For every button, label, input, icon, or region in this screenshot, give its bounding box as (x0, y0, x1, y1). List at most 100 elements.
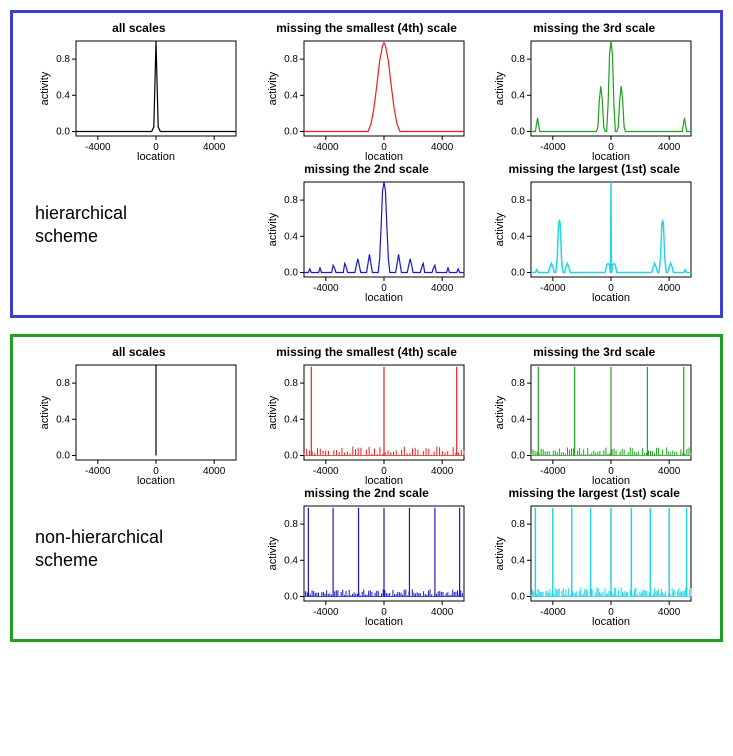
chart-cell: missing the 3rd scale0.00.40.8-400004000… (480, 21, 708, 162)
chart-plot: 0.00.40.8-400004000activitylocation (264, 37, 470, 162)
chart-title: missing the smallest (4th) scale (253, 345, 481, 359)
svg-text:0.0: 0.0 (284, 591, 298, 602)
svg-text:-4000: -4000 (313, 466, 339, 477)
svg-text:location: location (137, 475, 175, 486)
svg-text:location: location (592, 151, 630, 162)
svg-text:4000: 4000 (431, 607, 454, 618)
svg-text:location: location (365, 151, 403, 162)
chart-row: all scales0.00.40.8-400004000activityloc… (25, 345, 708, 486)
svg-text:-4000: -4000 (540, 283, 566, 294)
panel-hierarchical: all scales0.00.40.8-400004000activityloc… (10, 10, 723, 318)
chart-title: missing the 3rd scale (480, 21, 708, 35)
chart-wrap: 0.00.40.8-400004000activitylocation (253, 37, 481, 162)
svg-text:-4000: -4000 (85, 466, 111, 477)
chart-plot: 0.00.40.8-400004000activitylocation (491, 37, 697, 162)
svg-text:4000: 4000 (431, 142, 454, 153)
chart-title: missing the 2nd scale (253, 162, 481, 176)
svg-text:location: location (592, 475, 630, 486)
svg-text:0.8: 0.8 (284, 195, 298, 206)
svg-text:-4000: -4000 (540, 142, 566, 153)
chart-cell: missing the largest (1st) scale0.00.40.8… (480, 486, 708, 627)
chart-plot: 0.00.40.8-400004000activitylocation (264, 361, 470, 486)
svg-text:0.8: 0.8 (284, 378, 298, 389)
chart-title: missing the 2nd scale (253, 486, 481, 500)
chart-plot: 0.00.40.8-400004000activitylocation (264, 178, 470, 303)
svg-text:activity: activity (267, 71, 279, 105)
scheme-label: hierarchicalscheme (25, 162, 253, 249)
svg-text:-4000: -4000 (313, 283, 339, 294)
svg-text:4000: 4000 (431, 466, 454, 477)
chart-plot: 0.00.40.8-400004000activitylocation (491, 361, 697, 486)
chart-plot: 0.00.40.8-400004000activitylocation (491, 178, 697, 303)
svg-text:-4000: -4000 (540, 466, 566, 477)
svg-text:0.4: 0.4 (284, 90, 298, 101)
svg-text:0.0: 0.0 (284, 126, 298, 137)
chart-cell: missing the 2nd scale0.00.40.8-400004000… (253, 162, 481, 303)
chart-row: non-hierarchicalschememissing the 2nd sc… (25, 486, 708, 627)
svg-text:0.4: 0.4 (284, 555, 298, 566)
chart-wrap: 0.00.40.8-400004000activitylocation (480, 178, 708, 303)
svg-text:location: location (592, 292, 630, 303)
chart-title: missing the largest (1st) scale (480, 162, 708, 176)
svg-text:0.8: 0.8 (284, 519, 298, 530)
chart-plot: 0.00.40.8-400004000activitylocation (491, 502, 697, 627)
svg-text:0.0: 0.0 (56, 450, 70, 461)
svg-text:0.8: 0.8 (511, 519, 525, 530)
chart-cell: all scales0.00.40.8-400004000activityloc… (25, 345, 253, 486)
chart-title: all scales (25, 345, 253, 359)
svg-text:location: location (365, 292, 403, 303)
svg-text:0.0: 0.0 (511, 267, 525, 278)
svg-text:4000: 4000 (658, 142, 681, 153)
chart-cell: missing the 2nd scale0.00.40.8-400004000… (253, 486, 481, 627)
svg-text:4000: 4000 (658, 607, 681, 618)
chart-title: all scales (25, 21, 253, 35)
chart-wrap: 0.00.40.8-400004000activitylocation (480, 361, 708, 486)
svg-text:0.8: 0.8 (284, 54, 298, 65)
chart-wrap: 0.00.40.8-400004000activitylocation (25, 37, 253, 162)
svg-text:0.0: 0.0 (511, 450, 525, 461)
chart-plot: 0.00.40.8-400004000activitylocation (264, 502, 470, 627)
chart-title: missing the smallest (4th) scale (253, 21, 481, 35)
chart-title: missing the largest (1st) scale (480, 486, 708, 500)
svg-text:activity: activity (494, 395, 506, 429)
svg-text:0.4: 0.4 (511, 555, 525, 566)
svg-text:activity: activity (267, 395, 279, 429)
chart-plot: 0.00.40.8-400004000activitylocation (36, 37, 242, 162)
svg-text:location: location (365, 616, 403, 627)
chart-row: hierarchicalschememissing the 2nd scale 0… (25, 162, 708, 303)
chart-title: missing the 3rd scale (480, 345, 708, 359)
svg-text:4000: 4000 (658, 283, 681, 294)
svg-text:location: location (592, 616, 630, 627)
svg-text:activity: activity (494, 536, 506, 570)
svg-text:location: location (365, 475, 403, 486)
svg-text:location: location (137, 151, 175, 162)
chart-wrap: 0.00.40.8-400004000activitylocation (253, 178, 481, 303)
svg-text:0.4: 0.4 (56, 90, 70, 101)
chart-cell: missing the largest (1st) scale0.00.40.8… (480, 162, 708, 303)
svg-text:0.4: 0.4 (511, 414, 525, 425)
svg-text:0.8: 0.8 (511, 54, 525, 65)
svg-text:0.0: 0.0 (284, 450, 298, 461)
scheme-label-cell: non-hierarchicalscheme (25, 486, 253, 627)
svg-text:activity: activity (494, 212, 506, 246)
svg-text:-4000: -4000 (85, 142, 111, 153)
chart-plot: 0.00.40.8-400004000activitylocation (36, 361, 242, 486)
svg-text:0.8: 0.8 (56, 378, 70, 389)
chart-row: all scales0.00.40.8-400004000activityloc… (25, 21, 708, 162)
svg-text:0.0: 0.0 (284, 267, 298, 278)
svg-text:0.8: 0.8 (56, 54, 70, 65)
chart-cell: missing the 3rd scale0.00.40.8-400004000… (480, 345, 708, 486)
svg-text:-4000: -4000 (313, 142, 339, 153)
chart-wrap: 0.00.40.8-400004000activitylocation (480, 37, 708, 162)
chart-cell: missing the smallest (4th) scale 0.0 0.4 0.… (253, 21, 481, 162)
svg-text:0.4: 0.4 (511, 90, 525, 101)
chart-cell: all scales0.00.40.8-400004000activityloc… (25, 21, 253, 162)
svg-text:-4000: -4000 (540, 607, 566, 618)
scheme-label-cell: hierarchicalscheme (25, 162, 253, 303)
chart-wrap: 0.00.40.8-400004000activitylocation (253, 361, 481, 486)
chart-wrap: 0.00.40.8-400004000activitylocation (25, 361, 253, 486)
svg-text:0.4: 0.4 (284, 414, 298, 425)
svg-text:4000: 4000 (658, 466, 681, 477)
svg-text:0.4: 0.4 (284, 231, 298, 242)
svg-text:-4000: -4000 (313, 607, 339, 618)
